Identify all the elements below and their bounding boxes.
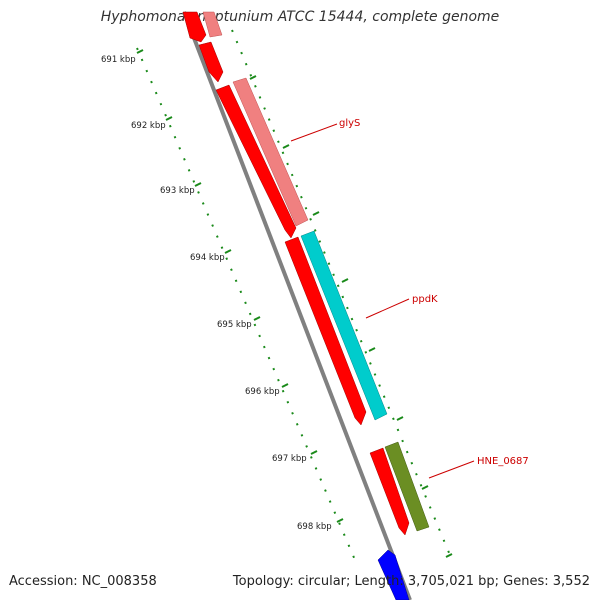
tick-mark bbox=[165, 116, 173, 121]
accession-text: Accession: NC_008358 bbox=[9, 574, 157, 589]
gene-label-ppdK: ppdK bbox=[412, 294, 438, 305]
tick-mark bbox=[194, 182, 202, 187]
gene-ppdK[interactable] bbox=[300, 230, 388, 421]
tick-marks: 691 kbp 692 kbp 693 kbp 694 kbp 695 kbp … bbox=[101, 49, 344, 532]
tick-label: 693 kbp bbox=[160, 186, 195, 196]
gene-label-glyS: glyS bbox=[339, 118, 360, 129]
tick-label: 691 kbp bbox=[101, 55, 136, 65]
cds-arrow bbox=[215, 84, 297, 239]
gene-glyS[interactable] bbox=[232, 77, 309, 227]
cds-arrow bbox=[182, 11, 207, 43]
tick-label: 694 kbp bbox=[190, 253, 225, 263]
tick-mark bbox=[310, 450, 318, 455]
gene-partial-top bbox=[202, 11, 223, 38]
gene-labels: glyS ppdK HNE_0687 bbox=[290, 118, 529, 479]
tick-label: 698 kbp bbox=[297, 522, 332, 532]
outer-ticks bbox=[249, 75, 453, 558]
cds-arrow bbox=[284, 236, 367, 426]
tick-mark bbox=[136, 49, 144, 54]
tick-label: 696 kbp bbox=[245, 387, 280, 397]
tick-label: 692 kbp bbox=[131, 121, 166, 131]
tick-mark bbox=[253, 316, 261, 321]
forward-cds-track bbox=[182, 11, 410, 536]
tick-label: 697 kbp bbox=[272, 454, 307, 464]
cds-arrow bbox=[198, 41, 224, 83]
tick-mark bbox=[224, 249, 232, 254]
gene-label-HNE_0687: HNE_0687 bbox=[477, 456, 529, 467]
cds-arrow bbox=[369, 447, 410, 536]
genome-backbone bbox=[182, 11, 412, 600]
tick-mark bbox=[336, 518, 344, 523]
reverse-cds-arrow bbox=[377, 549, 410, 600]
gene-HNE_0687[interactable] bbox=[384, 441, 430, 532]
tick-mark bbox=[281, 383, 289, 388]
genome-summary-text: Topology: circular; Length: 3,705,021 bp… bbox=[232, 574, 590, 589]
tick-label: 695 kbp bbox=[217, 320, 252, 330]
